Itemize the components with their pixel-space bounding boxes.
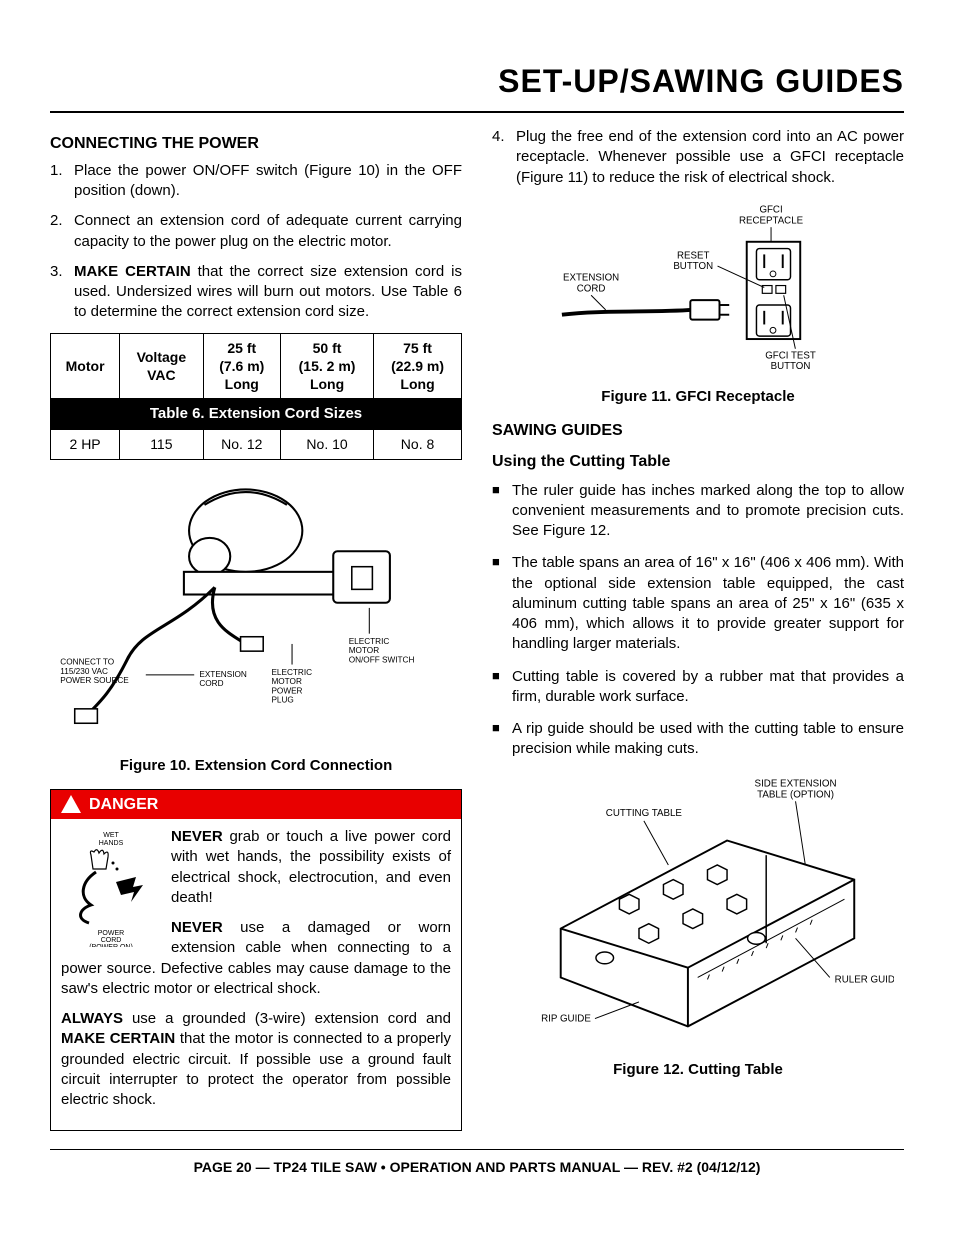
step-3-bold: MAKE CERTAIN xyxy=(74,263,191,280)
gfci-svg: GFCI RECEPTACLE xyxy=(523,198,873,373)
label-switch: ELECTRIC MOTOR ON/OFF SWITCH xyxy=(349,637,415,665)
page-title: SET-UP/SAWING GUIDES xyxy=(50,60,904,103)
svg-text:RULER GUIDE: RULER GUIDE xyxy=(835,974,894,985)
figure-10-caption: Figure 10. Extension Cord Connection xyxy=(50,756,462,776)
top-rule xyxy=(50,111,904,113)
svg-text:RESET: RESET xyxy=(677,250,709,261)
svg-text:BUTTON: BUTTON xyxy=(771,361,811,372)
svg-text:(POWER ON): (POWER ON) xyxy=(89,944,133,947)
svg-text:WET: WET xyxy=(103,832,119,839)
step-2: Connect an extension cord of adequate cu… xyxy=(50,211,462,252)
step-4-text: Plug the free end of the extension cord … xyxy=(516,128,904,186)
danger-p3-bold1: ALWAYS xyxy=(61,1010,123,1027)
danger-body: WET HANDS POWER CORD (POWER ON) NEVER gr… xyxy=(51,819,461,1130)
cell-50ft: No. 10 xyxy=(281,430,374,460)
label-ext-cord: EXTENSION CORD xyxy=(199,670,249,688)
figure-12-diagram: SIDE EXTENSION TABLE (OPTION) CUTTING TA… xyxy=(492,772,904,1052)
table-row: 2 HP 115 No. 12 No. 10 No. 8 xyxy=(51,430,462,460)
connecting-power-heading: CONNECTING THE POWER xyxy=(50,133,462,155)
svg-text:HANDS: HANDS xyxy=(99,840,124,847)
svg-text:CUTTING TABLE: CUTTING TABLE xyxy=(606,808,683,819)
svg-text:GFCI TEST: GFCI TEST xyxy=(765,350,816,361)
danger-p3-bold2: MAKE CERTAIN xyxy=(61,1030,175,1047)
svg-text:CORD: CORD xyxy=(577,283,606,294)
col-motor: Motor xyxy=(51,333,120,399)
danger-box: DANGER WET HANDS POWER CORD (POWER ON) N… xyxy=(50,789,462,1132)
sawing-guides-heading: SAWING GUIDES xyxy=(492,420,904,442)
right-column: Plug the free end of the extension cord … xyxy=(492,127,904,1131)
svg-text:TABLE (OPTION): TABLE (OPTION) xyxy=(757,789,834,800)
col-voltage: VoltageVAC xyxy=(120,333,203,399)
svg-text:RECEPTACLE: RECEPTACLE xyxy=(739,215,804,226)
figure-10-diagram: CONNECT TO 115/230 VAC POWER SOURCE EXTE… xyxy=(50,474,462,748)
step-1: Place the power ON/OFF switch (Figure 10… xyxy=(50,161,462,202)
page-footer: PAGE 20 — TP24 TILE SAW • OPERATION AND … xyxy=(50,1149,904,1177)
cutting-table-svg: SIDE EXTENSION TABLE (OPTION) CUTTING TA… xyxy=(502,772,893,1046)
cutting-table-subheading: Using the Cutting Table xyxy=(492,451,904,473)
step-4: Plug the free end of the extension cord … xyxy=(492,127,904,188)
svg-text:EXTENSION: EXTENSION xyxy=(563,273,619,284)
svg-text:SIDE EXTENSION: SIDE EXTENSION xyxy=(755,778,837,789)
danger-p2-bold: NEVER xyxy=(171,919,223,936)
figure-11-diagram: GFCI RECEPTACLE xyxy=(492,198,904,379)
svg-text:POWER: POWER xyxy=(98,930,124,937)
bullet-2: The table spans an area of 16" x 16" (40… xyxy=(492,553,904,654)
svg-text:RIP GUIDE: RIP GUIDE xyxy=(541,1013,591,1024)
wet-hands-icon: WET HANDS POWER CORD (POWER ON) xyxy=(61,827,161,947)
figure-11-caption: Figure 11. GFCI Receptacle xyxy=(492,387,904,407)
step-2-text: Connect an extension cord of adequate cu… xyxy=(74,212,462,249)
table-6-title: Table 6. Extension Cord Sizes xyxy=(51,399,462,430)
bullet-4: A rip guide should be used with the cutt… xyxy=(492,719,904,760)
danger-p1-bold: NEVER xyxy=(171,828,223,845)
danger-p3: ALWAYS use a grounded (3-wire) extension… xyxy=(61,1009,451,1110)
danger-header: DANGER xyxy=(51,790,461,820)
two-column-layout: CONNECTING THE POWER Place the power ON/… xyxy=(50,127,904,1131)
step-4-list: Plug the free end of the extension cord … xyxy=(492,127,904,188)
bullet-3: Cutting table is covered by a rubber mat… xyxy=(492,667,904,708)
cell-motor: 2 HP xyxy=(51,430,120,460)
bullet-1: The ruler guide has inches marked along … xyxy=(492,481,904,542)
cutting-table-bullets: The ruler guide has inches marked along … xyxy=(492,481,904,760)
table-6-extension-cord-sizes: Table 6. Extension Cord Sizes Motor Volt… xyxy=(50,333,462,461)
figure-12-caption: Figure 12. Cutting Table xyxy=(492,1060,904,1080)
svg-text:GFCI: GFCI xyxy=(759,205,782,216)
connecting-power-steps: Place the power ON/OFF switch (Figure 10… xyxy=(50,161,462,323)
svg-text:CORD: CORD xyxy=(101,937,122,944)
cell-75ft: No. 8 xyxy=(374,430,462,460)
danger-label: DANGER xyxy=(89,794,158,816)
col-75ft: 75 ft(22.9 m)Long xyxy=(374,333,462,399)
cell-25ft: No. 12 xyxy=(203,430,280,460)
table-6-header-row: Motor VoltageVAC 25 ft(7.6 m)Long 50 ft(… xyxy=(51,333,462,399)
col-25ft: 25 ft(7.6 m)Long xyxy=(203,333,280,399)
left-column: CONNECTING THE POWER Place the power ON/… xyxy=(50,127,462,1131)
step-3: MAKE CERTAIN that the correct size exten… xyxy=(50,262,462,323)
svg-text:BUTTON: BUTTON xyxy=(673,261,713,272)
col-50ft: 50 ft(15. 2 m)Long xyxy=(281,333,374,399)
label-power-source: CONNECT TO 115/230 VAC POWER SOURCE xyxy=(60,658,129,686)
step-1-text: Place the power ON/OFF switch (Figure 10… xyxy=(74,162,462,199)
cell-voltage: 115 xyxy=(120,430,203,460)
label-motor-plug: ELECTRIC MOTOR POWER PLUG xyxy=(271,668,314,705)
extension-cord-svg: CONNECT TO 115/230 VAC POWER SOURCE EXTE… xyxy=(50,474,462,742)
